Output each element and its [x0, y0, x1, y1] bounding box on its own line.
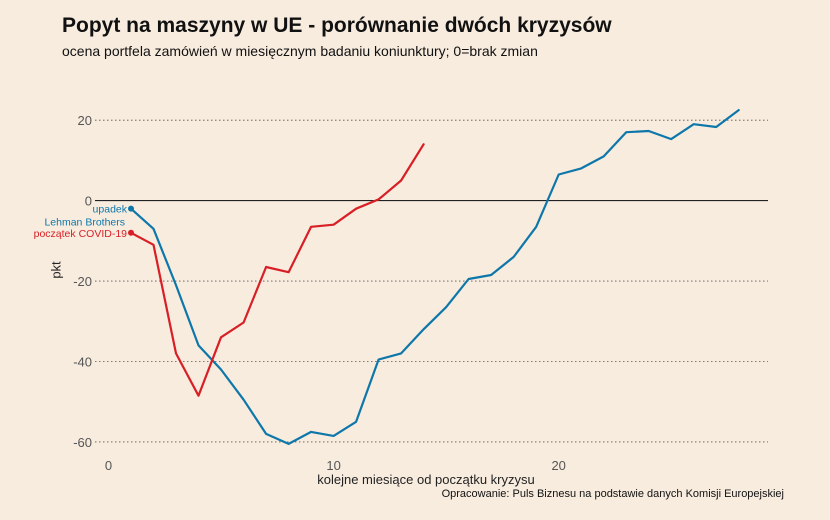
- series-line-1: [129, 108, 740, 445]
- annotation-1-line-1: upadek: [93, 204, 128, 216]
- y-tick-label: -40: [73, 354, 92, 369]
- chart-title: Popyt na maszyny w UE - porównanie dwóch…: [62, 14, 612, 37]
- y-tick-label: 0: [85, 194, 92, 209]
- y-axis-label: pkt: [48, 261, 64, 279]
- x-axis-label: kolejne miesiące od początku kryzysu: [317, 472, 535, 487]
- chart-subtitle: ocena portfela zamówień w miesięcznym ba…: [62, 43, 538, 59]
- y-tick-label: 20: [78, 113, 92, 128]
- y-tick-label: -60: [73, 435, 92, 450]
- tick-layer: 20 0 -20 -40 -60 0 10 20: [73, 113, 566, 473]
- series-line-2: [129, 143, 425, 397]
- series-layer: [128, 108, 740, 445]
- source-note: Opracowanie: Puls Biznesu na podstawie d…: [441, 488, 784, 500]
- y-tick-label: -20: [73, 274, 92, 289]
- series-start-point-1: [128, 205, 135, 212]
- annotation-1-line-2: Lehman Brothers: [44, 217, 125, 229]
- x-tick-label: 10: [326, 458, 340, 473]
- x-tick-label: 0: [105, 458, 112, 473]
- grid-layer: [95, 119, 768, 443]
- annotation-2-line-1: początek COVID-19: [34, 228, 128, 240]
- series-start-point-2: [128, 229, 135, 236]
- x-tick-label: 20: [551, 458, 565, 473]
